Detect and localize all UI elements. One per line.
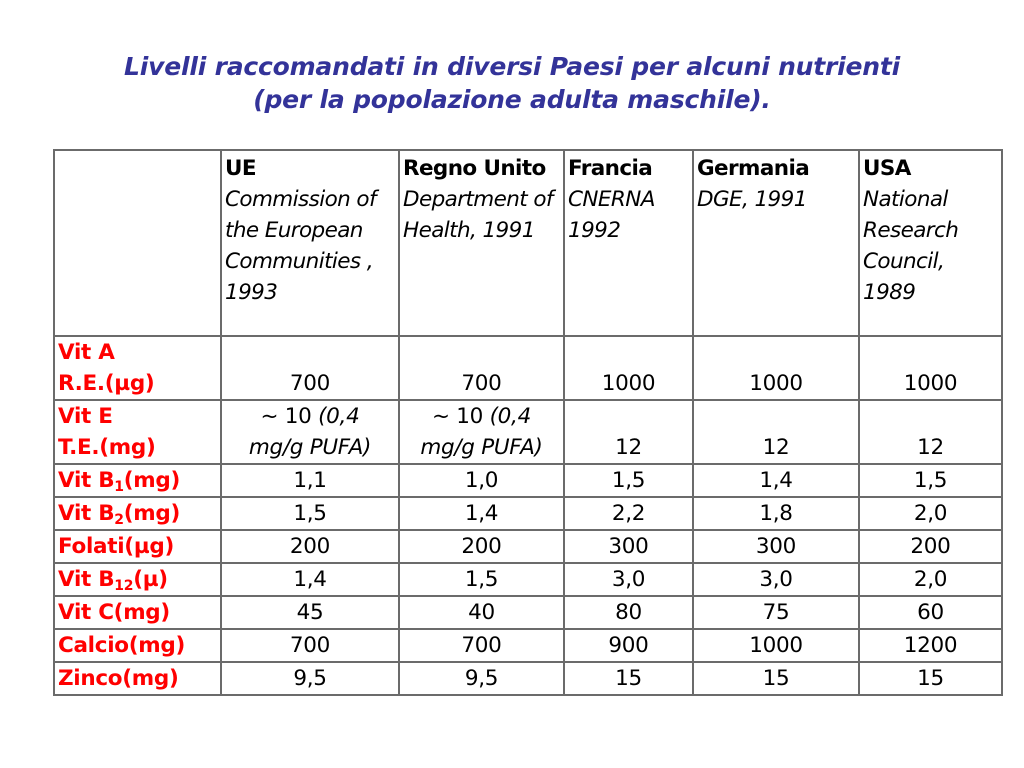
header-cell-regno-unito: Regno Unito Department of Health, 1991 xyxy=(398,149,565,337)
title-line-1: Livelli raccomandati in diversi Paesi pe… xyxy=(124,52,900,81)
row-label: Vit B2(mg) xyxy=(53,496,222,531)
row-label: Vit B12(µ) xyxy=(53,562,222,597)
value-cell: 12 xyxy=(692,399,860,465)
row-label: Vit B1(mg) xyxy=(53,463,222,498)
value-cell: 900 xyxy=(563,628,694,663)
value-cell: 12 xyxy=(563,399,694,465)
row-label: Folati(µg) xyxy=(53,529,222,564)
header-cell-francia: Francia CNERNA 1992 xyxy=(563,149,694,337)
slide-title: Livelli raccomandati in diversi Paesi pe… xyxy=(0,50,1024,116)
source-name: CNERNA 1992 xyxy=(568,187,655,243)
value-cell: 300 xyxy=(563,529,694,564)
value-cell: 1,8 xyxy=(692,496,860,531)
value-cell: 80 xyxy=(563,595,694,630)
table-header-row: UE Commission of the European Communitie… xyxy=(53,149,1003,337)
value-cell: 1,0 xyxy=(398,463,565,498)
table-row-vit-b1: Vit B1(mg) 1,1 1,0 1,5 1,4 1,5 xyxy=(53,463,1003,498)
value-cell: 1000 xyxy=(692,628,860,663)
value-cell: 1,4 xyxy=(692,463,860,498)
value-cell: 700 xyxy=(398,335,565,401)
value-cell: 1,5 xyxy=(858,463,1003,498)
header-cell-germania: Germania DGE, 1991 xyxy=(692,149,860,337)
header-empty-cell xyxy=(53,149,222,337)
value-cell: 3,0 xyxy=(563,562,694,597)
source-name: Commission of the European Communities ,… xyxy=(225,187,377,305)
value-cell: 2,0 xyxy=(858,562,1003,597)
source-name: Department of Health, 1991 xyxy=(403,187,553,243)
value-cell: 700 xyxy=(220,628,400,663)
table-row-vit-a: Vit A R.E.(µg) 700 700 1000 1000 1000 xyxy=(53,335,1003,401)
value-cell: 75 xyxy=(692,595,860,630)
value-cell: 1000 xyxy=(692,335,860,401)
table-row-vit-c: Vit C(mg) 45 40 80 75 60 xyxy=(53,595,1003,630)
value-cell: 12 xyxy=(858,399,1003,465)
value-cell: 1,5 xyxy=(398,562,565,597)
value-cell: 45 xyxy=(220,595,400,630)
value-cell: 300 xyxy=(692,529,860,564)
value-cell: 3,0 xyxy=(692,562,860,597)
value-cell: 2,2 xyxy=(563,496,694,531)
value-cell: 9,5 xyxy=(220,661,400,696)
value-cell: 1,4 xyxy=(398,496,565,531)
value-cell: 1200 xyxy=(858,628,1003,663)
row-label: Calcio(mg) xyxy=(53,628,222,663)
value-cell: 15 xyxy=(858,661,1003,696)
value-cell: 60 xyxy=(858,595,1003,630)
table-row-folati: Folati(µg) 200 200 300 300 200 xyxy=(53,529,1003,564)
country-name: UE xyxy=(225,156,257,181)
table-row-zinco: Zinco(mg) 9,5 9,5 15 15 15 xyxy=(53,661,1003,696)
value-cell: 2,0 xyxy=(858,496,1003,531)
table-row-vit-b12: Vit B12(µ) 1,4 1,5 3,0 3,0 2,0 xyxy=(53,562,1003,597)
value-cell: 9,5 xyxy=(398,661,565,696)
header-cell-usa: USA National Research Council, 1989 xyxy=(858,149,1003,337)
value-cell: 700 xyxy=(398,628,565,663)
value-cell: 1,1 xyxy=(220,463,400,498)
value-cell: 200 xyxy=(398,529,565,564)
row-label: Vit A R.E.(µg) xyxy=(53,335,222,401)
country-name: USA xyxy=(863,156,911,181)
table-row-calcio: Calcio(mg) 700 700 900 1000 1200 xyxy=(53,628,1003,663)
source-name: National Research Council, 1989 xyxy=(863,187,959,305)
table-row-vit-b2: Vit B2(mg) 1,5 1,4 2,2 1,8 2,0 xyxy=(53,496,1003,531)
value-cell: ~ 10 (0,4 mg/g PUFA) xyxy=(398,399,565,465)
source-name: DGE, 1991 xyxy=(697,187,807,212)
nutrient-table: UE Commission of the European Communitie… xyxy=(53,149,1003,696)
value-cell: 200 xyxy=(220,529,400,564)
value-cell: 700 xyxy=(220,335,400,401)
value-cell: 1,5 xyxy=(220,496,400,531)
value-cell: 1,4 xyxy=(220,562,400,597)
value-cell: 15 xyxy=(692,661,860,696)
value-cell: 40 xyxy=(398,595,565,630)
value-cell: ~ 10 (0,4 mg/g PUFA) xyxy=(220,399,400,465)
title-line-2: (per la popolazione adulta maschile). xyxy=(253,85,771,114)
row-label: Zinco(mg) xyxy=(53,661,222,696)
country-name: Regno Unito xyxy=(403,156,546,181)
value-cell: 200 xyxy=(858,529,1003,564)
row-label: Vit E T.E.(mg) xyxy=(53,399,222,465)
value-cell: 1000 xyxy=(563,335,694,401)
value-cell: 1,5 xyxy=(563,463,694,498)
value-cell: 1000 xyxy=(858,335,1003,401)
table-row-vit-e: Vit E T.E.(mg) ~ 10 (0,4 mg/g PUFA) ~ 10… xyxy=(53,399,1003,465)
value-cell: 15 xyxy=(563,661,694,696)
country-name: Germania xyxy=(697,156,810,181)
header-cell-ue: UE Commission of the European Communitie… xyxy=(220,149,400,337)
row-label: Vit C(mg) xyxy=(53,595,222,630)
country-name: Francia xyxy=(568,156,653,181)
